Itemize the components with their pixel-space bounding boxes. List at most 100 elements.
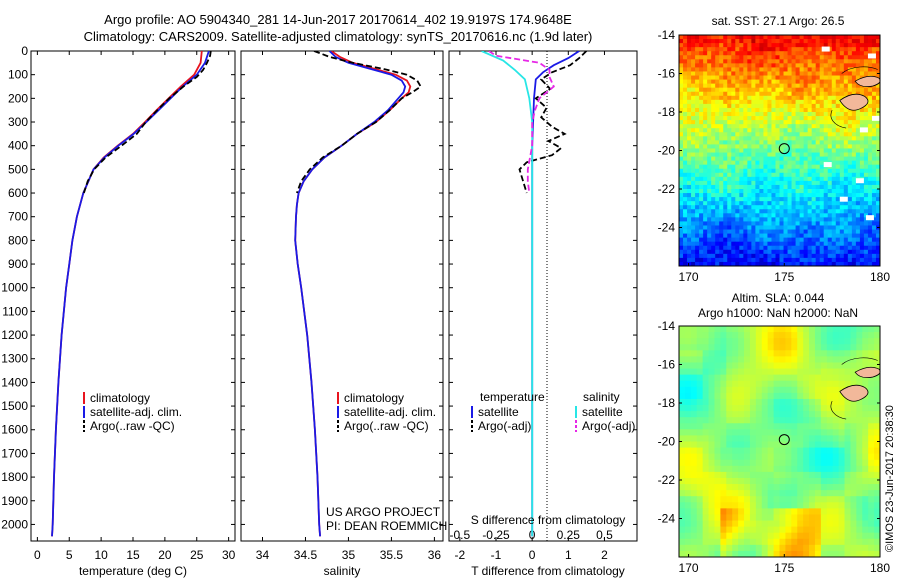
lat-tick-label: -20 (658, 435, 676, 449)
depth-tick-label: 1000 (1, 281, 28, 295)
depth-tick-label: 400 (8, 139, 28, 153)
series-line-argo-adj (518, 51, 588, 194)
x-tick-label: 34 (256, 548, 270, 562)
legend-label-argo: Argo(..raw -QC) (344, 419, 429, 433)
x-tick-label: 35 (342, 548, 356, 562)
x-tick-label: 0 (529, 548, 536, 562)
x-tick-label: 30 (222, 548, 236, 562)
difference-plot-frame (448, 50, 638, 542)
legend-label-satellite: satellite-adj. clim. (90, 405, 182, 419)
sla-map: -14 -16 -18 -20 -22 -24 170 175 180 (658, 319, 891, 575)
temperature-lines (51, 51, 212, 537)
missing-data-cell (865, 215, 874, 221)
depth-tick-label: 2000 (1, 517, 28, 531)
legend-label-argo: Argo(..raw -QC) (90, 419, 175, 433)
temperature-axes: 0100200300400500600700800900100011001200… (1, 44, 235, 562)
sst-map: -14 -16 -18 -20 -22 -24 170 175 180 (658, 28, 891, 284)
legend-label-t-satellite: satellite (478, 405, 519, 419)
depth-tick-label: 100 (8, 68, 28, 82)
missing-data-cell (821, 46, 830, 52)
x-tick-label: 1 (565, 548, 572, 562)
depth-tick-label: 1500 (1, 399, 28, 413)
imos-credit: ©IMOS 23-Jun-2017 20:38:30 (884, 405, 896, 552)
x-tick-label: 10 (94, 548, 108, 562)
sla-heatmap-cells (679, 326, 881, 558)
lat-tick-label: -24 (658, 221, 676, 235)
difference-lines (481, 51, 588, 537)
figure-title-line1: Argo profile: AO 5904340_281 14-Jun-2017… (104, 12, 572, 27)
lat-tick-label: -16 (658, 358, 676, 372)
figure-title-line2: Climatology: CARS2009. Satellite-adjuste… (84, 29, 593, 44)
series-line-satellite (531, 51, 580, 537)
salinity-lines (294, 51, 422, 537)
difference-xlabel-top: S difference from climatology (471, 513, 626, 527)
pi-credit: PI: DEAN ROEMMICH (326, 519, 447, 533)
project-credit: US ARGO PROJECT (326, 505, 441, 519)
series-line-satellite (481, 51, 534, 537)
lon-tick-label: 180 (870, 561, 890, 575)
depth-tick-label: 1400 (1, 375, 28, 389)
depth-tick-label: 900 (8, 257, 28, 271)
temperature-xlabel: temperature (deg C) (79, 564, 187, 578)
missing-data-cell (855, 178, 864, 184)
series-line-climatology (294, 51, 412, 537)
lon-tick-label: 170 (679, 270, 699, 284)
missing-data-cell (859, 127, 868, 133)
lat-tick-label: -14 (658, 319, 676, 333)
legend-label-climatology: climatology (344, 391, 404, 405)
fiji-islands (830, 357, 881, 420)
missing-data-cell (839, 196, 848, 202)
lon-tick-label: 175 (774, 270, 794, 284)
depth-tick-label: 800 (8, 233, 28, 247)
s-tick-label: -0.25 (482, 528, 510, 542)
difference-xlabel: T difference from climatology (471, 564, 625, 578)
legend-label-s-argo: Argo(-adj) (582, 419, 635, 433)
lat-tick-label: -20 (658, 144, 676, 158)
lat-tick-label: -22 (658, 473, 676, 487)
x-tick-label: 25 (190, 548, 204, 562)
sla-map-title: Altim. SLA: 0.044 (732, 291, 825, 305)
lat-tick-label: -16 (658, 67, 676, 81)
lat-tick-label: -14 (658, 28, 676, 42)
missing-data-cell (871, 115, 880, 121)
x-tick-label: 36 (428, 548, 442, 562)
depth-tick-label: 1200 (1, 328, 28, 342)
legend-label-satellite: satellite-adj. clim. (344, 405, 436, 419)
legend-label-t-argo: Argo(-adj) (478, 419, 531, 433)
argo-float-marker (778, 143, 790, 155)
s-tick-label: 0.5 (596, 528, 613, 542)
x-tick-label: 15 (126, 548, 140, 562)
salinity-legend: climatology satellite-adj. clim. Argo(..… (337, 391, 436, 433)
depth-tick-label: 500 (8, 162, 28, 176)
depth-tick-label: 700 (8, 210, 28, 224)
x-tick-label: 2 (601, 548, 608, 562)
legend-label-s-satellite: satellite (582, 405, 623, 419)
lon-tick-label: 180 (870, 270, 890, 284)
series-line-climatology (51, 51, 203, 537)
x-tick-label: -1 (491, 548, 502, 562)
depth-tick-label: 200 (8, 91, 28, 105)
fiji-islands (830, 66, 881, 129)
legend-title-salinity: salinity (583, 390, 620, 404)
depth-tick-label: 1100 (2, 304, 28, 318)
series-line-satellite-adj-clim (294, 51, 407, 537)
salinity-axes: 34 34.5 35 35.5 36 (241, 50, 443, 562)
series-line-satellite-adj-clim (51, 51, 210, 537)
s-tick-label: 0.25 (557, 528, 581, 542)
depth-tick-label: 1900 (1, 494, 28, 508)
salinity-xlabel: salinity (324, 564, 361, 578)
x-tick-label: 20 (158, 548, 172, 562)
x-tick-label: 0 (34, 548, 41, 562)
series-line-argo-raw-qc (296, 51, 422, 194)
depth-tick-label: 1800 (1, 470, 28, 484)
depth-tick-label: 0 (21, 44, 28, 58)
legend-title-temperature: temperature (480, 390, 545, 404)
lat-tick-label: -24 (658, 512, 676, 526)
difference-legend: temperature salinity satellite Argo(-adj… (471, 390, 635, 433)
lat-tick-label: -22 (658, 182, 676, 196)
depth-tick-label: 1700 (1, 446, 28, 460)
s-tick-label: -0.5 (450, 528, 471, 542)
lat-tick-label: -18 (658, 396, 676, 410)
series-line-argo-raw-qc (83, 51, 212, 194)
